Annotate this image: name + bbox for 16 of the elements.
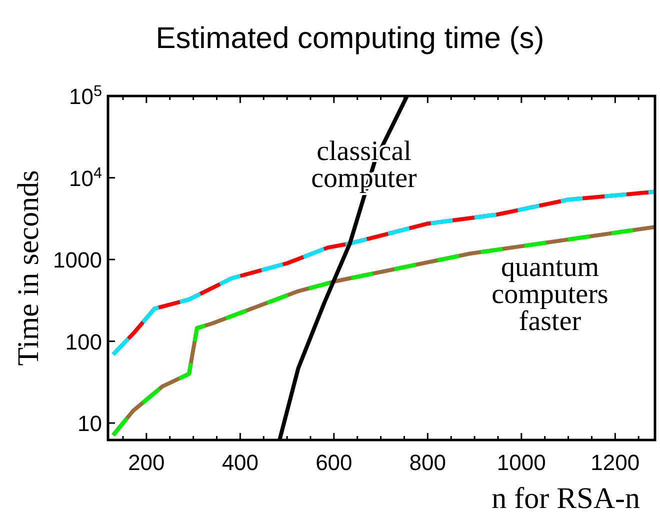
y-tick-label: 100 [65,329,102,354]
annotation: quantum computers faster [492,252,608,337]
y-tick-label: 10$^{5}$ [68,82,102,109]
x-tick-label: 200 [128,450,165,475]
x-tick-label: 1200 [590,450,640,475]
x-tick-label: 800 [409,450,446,475]
y-axis-title: Time in seconds [12,170,45,366]
chart-title: Estimated computing time (s) [156,22,544,55]
line-series [111,224,655,438]
y-tick-label: 10$^{4}$ [68,164,102,191]
x-tick-label: 1000 [496,450,546,475]
x-axis-title: n for RSA-n [492,482,640,515]
y-tick-label: 10 [78,411,102,436]
x-tick-label: 400 [222,450,259,475]
y-tick-label: 1000 [53,248,102,273]
x-tick-label: 600 [316,450,352,475]
